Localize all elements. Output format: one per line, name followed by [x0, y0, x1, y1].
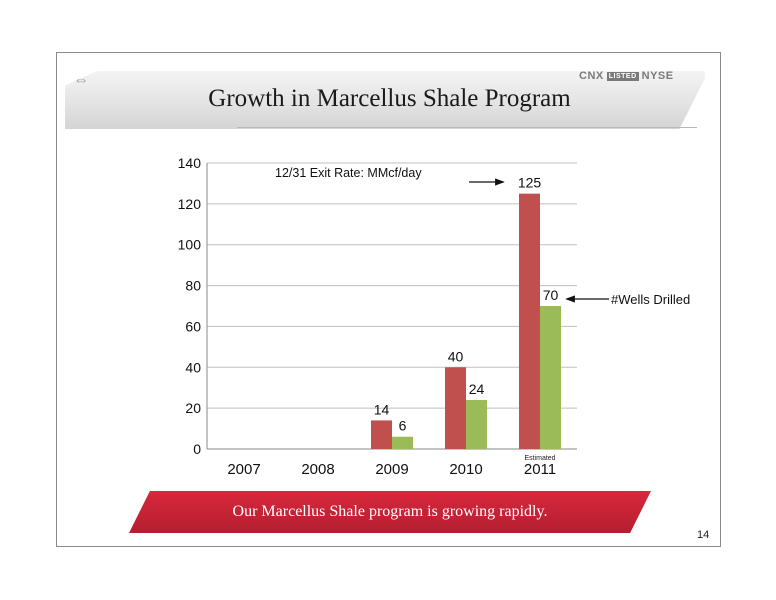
annotation-wells-drilled: #Wells Drilled [611, 292, 690, 307]
bar-green-2010 [466, 399, 487, 449]
header-band [65, 71, 705, 129]
bar-chart: 0 20 40 60 80 100 120 140 2007 2008 2009 14 6 2010 40 2… [178, 155, 691, 478]
slide-title: Growth in Marcellus Shale Program [208, 85, 571, 112]
page-number: 14 [697, 529, 710, 541]
brand-badge: CNX LISTED NYSE [579, 69, 674, 83]
footer-text: Our Marcellus Shale program is growing r… [232, 503, 548, 520]
x-tick-label: 2007 [227, 461, 260, 478]
brand-name: CNX [579, 70, 604, 82]
brand-exchange: NYSE [641, 70, 674, 82]
bar-red-2009 [371, 420, 392, 449]
bar-data-label: 6 [399, 418, 407, 434]
annotation-estimated: Estimated [524, 455, 555, 462]
bar-red-2010 [445, 367, 466, 449]
x-tick-label: 2009 [375, 461, 408, 478]
x-tick-label: 2008 [301, 461, 334, 478]
x-tick-label: 2010 [449, 461, 482, 478]
y-tick-label: 60 [185, 318, 201, 334]
bar-green-2011 [540, 306, 561, 449]
bar-red-2011 [519, 193, 540, 449]
bar-data-label: 14 [374, 401, 390, 417]
title-divider [237, 127, 697, 128]
y-tick-label: 0 [193, 441, 201, 457]
bar-data-label: 125 [518, 175, 542, 191]
y-tick-label: 140 [178, 155, 202, 171]
y-tick-label: 120 [178, 196, 202, 212]
y-tick-label: 20 [185, 400, 201, 416]
bar-data-label: 40 [448, 348, 464, 364]
x-tick-label: 2011 [524, 461, 556, 478]
brand-listed: LISTED [606, 71, 639, 81]
y-tick-label: 100 [178, 237, 202, 253]
company-logo-icon: ⇔ [73, 72, 89, 89]
footer-banner [129, 491, 651, 533]
annotation-exit-rate: 12/31 Exit Rate: MMcf/day [275, 166, 422, 180]
slide: ⇔ CNX LISTED NYSE Growth in Marcellus Sh… [56, 52, 721, 547]
y-tick-label: 40 [185, 359, 201, 375]
y-tick-label: 80 [185, 278, 201, 294]
bar-data-label: 24 [469, 381, 485, 397]
bar-data-label: 70 [543, 287, 559, 303]
bar-green-2009 [392, 436, 413, 449]
